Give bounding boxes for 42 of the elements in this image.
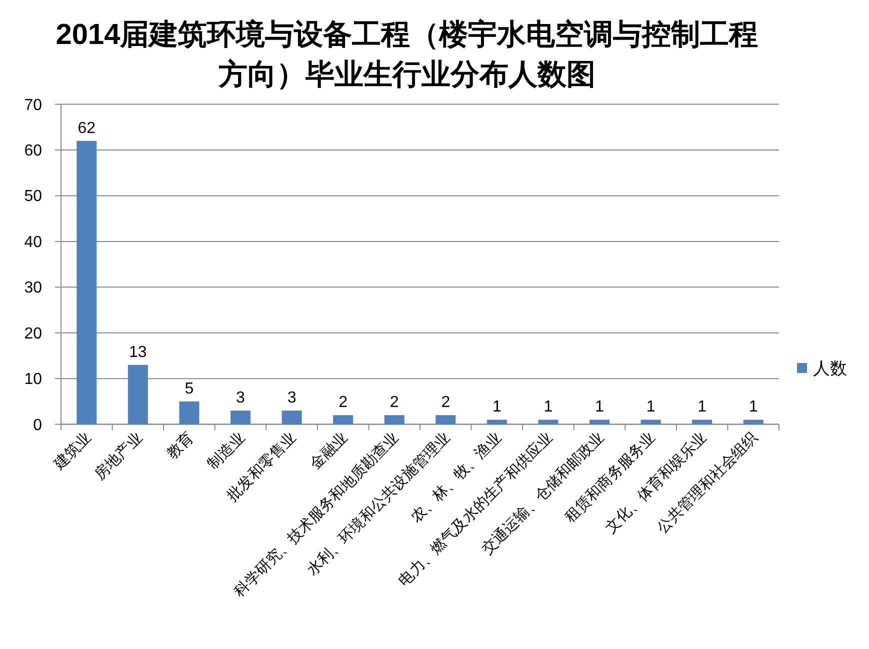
- y-tick-label: 20: [24, 325, 42, 342]
- bar: [692, 420, 712, 424]
- bar: [436, 415, 456, 424]
- x-tick-label: 教育: [164, 429, 198, 462]
- data-label: 1: [492, 398, 502, 416]
- bar: [743, 420, 764, 424]
- x-tick-label: 金融业: [307, 429, 351, 473]
- bar: [76, 140, 97, 424]
- data-label: 1: [646, 398, 656, 416]
- bar: [128, 364, 148, 424]
- legend: 人数: [797, 359, 847, 378]
- legend-label: 人数: [813, 359, 847, 378]
- data-label: 3: [287, 390, 296, 407]
- data-label: 5: [184, 380, 194, 398]
- title: 2014届建筑环境与设备工程（楼宇水电空调与控制工程方向）毕业生行业分布人数图: [56, 19, 758, 91]
- y-tick-label: 0: [33, 416, 42, 434]
- y-tick-label: 60: [24, 142, 42, 160]
- y-tick-label: 50: [24, 188, 42, 206]
- bar: [538, 420, 558, 424]
- data-label: 1: [748, 398, 758, 416]
- bar: [384, 415, 404, 424]
- y-tick-label: 30: [24, 280, 42, 297]
- x-tick-label: 制造业: [204, 429, 248, 473]
- bar: [333, 415, 354, 424]
- data-label: 2: [390, 394, 399, 412]
- data-label: 13: [129, 344, 147, 361]
- y-tick-label: 10: [24, 371, 42, 388]
- data-label: 1: [698, 398, 707, 416]
- bar: [179, 401, 200, 424]
- y-tick-label: 70: [24, 96, 42, 114]
- bar: [282, 410, 302, 424]
- data-label: 2: [338, 394, 348, 412]
- data-label: 2: [441, 394, 450, 412]
- data-label: 1: [544, 398, 553, 416]
- data-label: 1: [595, 398, 604, 416]
- bar: [230, 410, 250, 424]
- bar: [590, 420, 610, 424]
- data-label: 3: [236, 390, 246, 407]
- y-tick-label: 40: [24, 234, 42, 251]
- bar: [640, 420, 661, 424]
- bar: [486, 420, 507, 424]
- data-label: 62: [78, 120, 96, 137]
